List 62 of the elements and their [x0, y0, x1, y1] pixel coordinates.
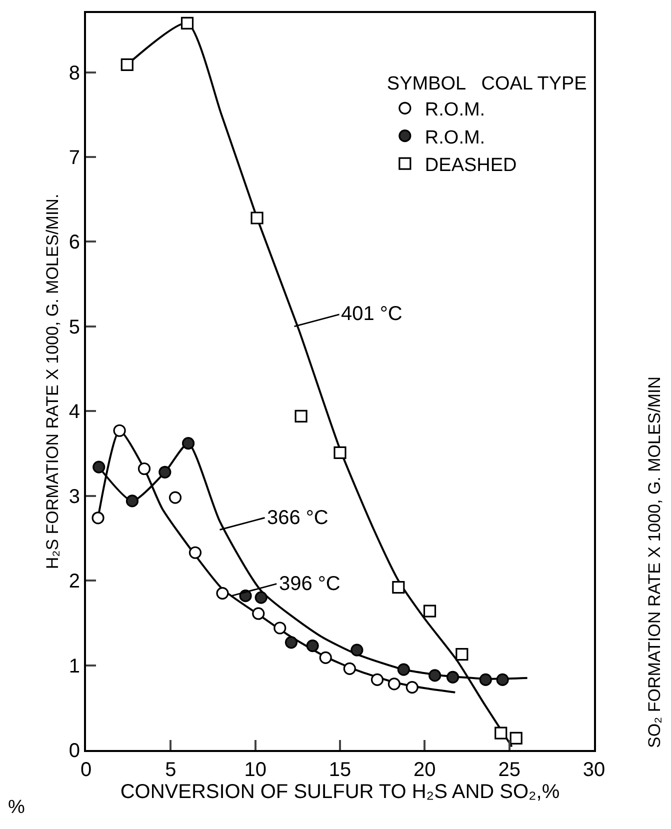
point: [306, 640, 319, 652]
point: [254, 591, 268, 604]
point: [216, 586, 229, 600]
x-tick-label: 10: [244, 759, 266, 781]
x-tick-label: 25: [498, 759, 520, 781]
point: [406, 681, 418, 694]
point: [113, 424, 126, 437]
text: SO₂ FORMATION RATE X 1000, G. MOLES/MIN: [645, 376, 664, 748]
x-tick-label: 15: [328, 759, 352, 781]
point: [388, 678, 400, 690]
point: [182, 437, 195, 450]
y-tick-label: 4: [68, 401, 80, 424]
y-tick-label: 6: [68, 232, 80, 254]
point: [510, 732, 522, 744]
annotation: 401 °C: [341, 303, 402, 325]
x-tick-label: 5: [165, 759, 176, 781]
x-tick-label: 30: [582, 759, 606, 781]
point: [397, 663, 410, 676]
y-tick-label: 2: [68, 570, 80, 593]
point: [284, 636, 298, 649]
legend-label: R.O.M.: [424, 100, 486, 121]
point: [334, 446, 346, 459]
point: [343, 662, 356, 675]
legend-label: R.O.M.: [424, 127, 486, 148]
point: [120, 58, 134, 71]
point: [188, 546, 202, 559]
point: [350, 644, 364, 656]
y-axis-title: H₂S FORMATION RATE X 1000, G. MOLES/MIN.: [42, 194, 62, 570]
annotation: 396 °C: [279, 573, 340, 595]
y-tick-label: 0: [68, 740, 80, 762]
y-tick-label: 1: [68, 655, 80, 678]
y-tick-label: 5: [68, 316, 80, 338]
y-tick-label: 8: [68, 62, 80, 84]
point: [252, 607, 265, 620]
legend-title: SYMBOL COAL TYPE: [386, 73, 587, 94]
annotation: 366 °C: [267, 507, 328, 529]
point: [126, 494, 139, 508]
text: %: [8, 797, 25, 818]
y-tick-label: 3: [68, 486, 80, 508]
point: [250, 212, 264, 224]
point: [428, 669, 442, 682]
point: [496, 673, 509, 686]
point: [158, 466, 172, 478]
point: [370, 673, 384, 686]
point: [92, 460, 106, 474]
point: [494, 726, 508, 740]
point: [479, 673, 492, 686]
x-tick-label: 20: [414, 759, 436, 781]
point: [180, 16, 194, 30]
point: [92, 512, 104, 524]
point: [446, 670, 460, 684]
point: [319, 651, 332, 664]
point: [392, 581, 405, 594]
point: [294, 410, 308, 423]
point: [456, 648, 468, 661]
point: [138, 462, 151, 476]
y-tick-label: 7: [68, 147, 80, 170]
legend-label: DEASHED: [424, 154, 517, 176]
point: [423, 604, 436, 618]
point: [274, 622, 286, 634]
point: [168, 491, 182, 504]
x-axis-title: CONVERSION OF SULFUR TO H₂S AND SO₂,%: [120, 781, 560, 803]
